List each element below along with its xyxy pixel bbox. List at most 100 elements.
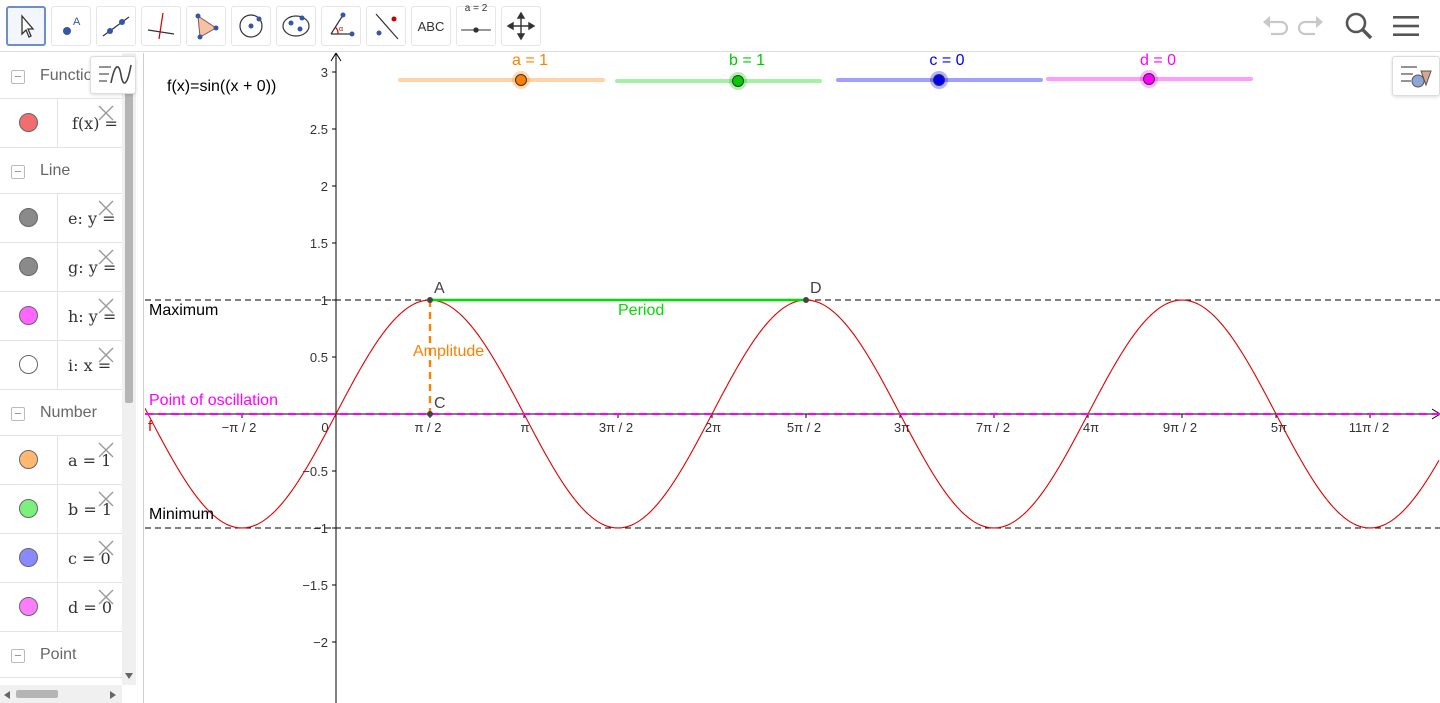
delete-icon[interactable] [96, 538, 116, 558]
category-number[interactable]: Number [0, 390, 122, 436]
x-tick-label: 5π / 2 [787, 420, 821, 435]
slider-b[interactable]: b = 1 [615, 53, 822, 90]
perpendicular-line-tool-button[interactable] [141, 6, 181, 46]
text-abc-icon: ABC [417, 18, 445, 34]
definition-text: g: y = [68, 258, 117, 277]
category-label: Number [40, 404, 97, 421]
algebra-horizontal-scrollbar[interactable] [0, 685, 122, 703]
scrollbar-thumb[interactable] [125, 91, 133, 403]
scroll-right-icon[interactable] [110, 691, 116, 699]
y-tick-label: −1.5 [302, 578, 328, 593]
angle-tool-button[interactable]: α [321, 6, 361, 46]
slider-tool-button[interactable]: a = 2 [456, 3, 496, 46]
delete-icon[interactable] [96, 345, 116, 365]
visibility-toggle[interactable] [19, 113, 38, 132]
x-axis [145, 408, 1440, 420]
row-divider [57, 341, 58, 389]
scroll-down-icon[interactable] [125, 673, 133, 679]
slider-b-label: b = 1 [729, 53, 765, 69]
delete-icon[interactable] [96, 198, 116, 218]
algebra-item-e[interactable]: e: y = [0, 194, 122, 243]
oscillation-label: Point of oscillation [149, 392, 278, 409]
visibility-toggle[interactable] [19, 257, 38, 276]
y-tick-label: 1 [321, 293, 328, 308]
slider-a-label: a = 1 [512, 53, 548, 69]
redo-icon [1297, 16, 1323, 36]
redo-button[interactable] [1295, 10, 1327, 42]
algebra-item-b[interactable]: b = 1 [0, 485, 122, 534]
visibility-toggle[interactable] [19, 355, 38, 374]
collapse-toggle-icon[interactable] [11, 70, 25, 84]
curve-label: f [148, 418, 153, 435]
graphics-style-icon [1401, 66, 1432, 88]
polygon-tool-button[interactable] [186, 6, 226, 46]
graphics-style-bar-button[interactable] [1392, 56, 1440, 96]
algebra-item-g[interactable]: g: y = [0, 243, 122, 292]
slider-c[interactable]: c = 0 [836, 53, 1043, 89]
delete-icon[interactable] [96, 440, 116, 460]
algebra-item-i[interactable]: i: x = [0, 341, 122, 390]
search-button[interactable] [1343, 10, 1375, 42]
amplitude-label: Amplitude [413, 343, 484, 360]
scroll-left-icon[interactable] [4, 691, 10, 699]
algebra-style-bar-button[interactable] [90, 56, 136, 94]
ellipse-tool-button[interactable] [276, 6, 316, 46]
delete-icon[interactable] [96, 489, 116, 509]
y-tick-label: 0.5 [310, 350, 328, 365]
x-tick-label: 7π / 2 [976, 420, 1010, 435]
reflect-tool-button[interactable] [366, 6, 406, 46]
line-icon [102, 16, 130, 37]
svg-text:A: A [73, 16, 81, 28]
algebra-item-h[interactable]: h: y = [0, 292, 122, 341]
undo-icon [1263, 16, 1289, 36]
definition-text: h: y = [68, 307, 117, 326]
delete-icon[interactable] [96, 296, 116, 316]
triangle-icon [195, 13, 219, 40]
scrollbar-thumb[interactable] [16, 690, 58, 698]
point-tool-button[interactable]: A [51, 6, 91, 46]
algebra-vertical-scrollbar[interactable] [122, 53, 136, 685]
slider-d[interactable]: d = 0 [1046, 53, 1253, 88]
pointer-arrow-icon [21, 14, 35, 38]
function-curve-f[interactable] [145, 299, 1440, 529]
move-graphics-tool-button[interactable] [501, 6, 541, 46]
algebra-item-d[interactable]: d = 0 [0, 583, 122, 632]
main-menu-button[interactable] [1390, 10, 1422, 42]
collapse-toggle-icon[interactable] [11, 165, 25, 179]
y-axis-ticks: 3 2.5 2 1.5 1 0.5 −0.5 −1 −1.5 −2 [302, 65, 336, 650]
line-tool-button[interactable] [96, 6, 136, 46]
visibility-toggle[interactable] [19, 548, 38, 567]
toolbar: A α ABC a = 2 [0, 0, 1440, 52]
point-d[interactable] [803, 297, 809, 303]
slider-d-label: d = 0 [1140, 53, 1176, 69]
delete-icon[interactable] [96, 587, 116, 607]
slider-a[interactable]: a = 1 [398, 53, 605, 89]
collapse-toggle-icon[interactable] [11, 407, 25, 421]
move-tool-button[interactable] [6, 6, 46, 46]
y-axis [330, 53, 342, 703]
point-c[interactable] [427, 411, 433, 417]
visibility-toggle[interactable] [19, 306, 38, 325]
algebra-item-a[interactable]: a = 1 [0, 436, 122, 485]
delete-icon[interactable] [96, 247, 116, 267]
visibility-toggle[interactable] [19, 208, 38, 227]
graphics-view[interactable]: 3 2.5 2 1.5 1 0.5 −0.5 −1 −1.5 −2 −π / 2… [145, 53, 1440, 703]
category-point[interactable]: Point [0, 632, 122, 678]
reflect-line-icon [375, 13, 399, 40]
circle-tool-button[interactable] [231, 6, 271, 46]
row-divider [57, 583, 58, 631]
algebra-item-c[interactable]: c = 0 [0, 534, 122, 583]
visibility-toggle[interactable] [19, 597, 38, 616]
delete-icon[interactable] [96, 103, 116, 123]
y-tick-label: 2.5 [310, 122, 328, 137]
collapse-toggle-icon[interactable] [11, 649, 25, 663]
category-line[interactable]: Line [0, 148, 122, 194]
text-tool-button[interactable]: ABC [411, 6, 451, 46]
point-a[interactable] [427, 297, 433, 303]
undo-button[interactable] [1259, 10, 1291, 42]
algebra-item-f[interactable]: f(x) = [0, 99, 122, 148]
x-tick-label: 5π [1271, 420, 1287, 435]
visibility-toggle[interactable] [19, 499, 38, 518]
visibility-toggle[interactable] [19, 450, 38, 469]
ellipse-icon [282, 15, 310, 37]
